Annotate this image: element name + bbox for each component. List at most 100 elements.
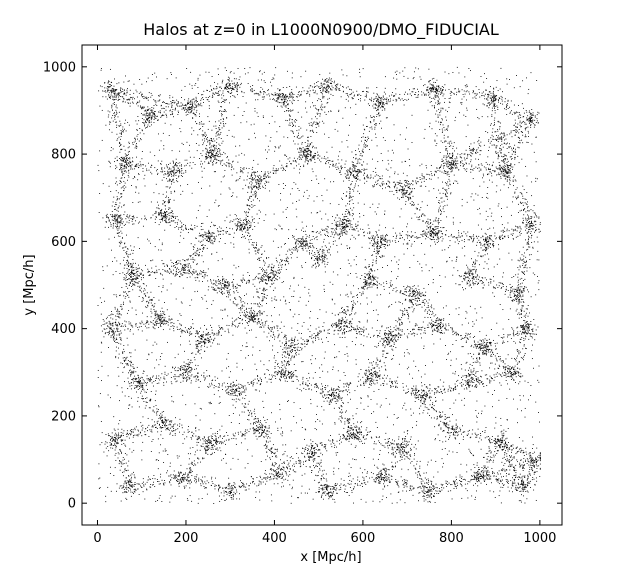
halo-point (167, 186, 169, 188)
halo-point (403, 404, 405, 406)
halo-point (350, 293, 352, 295)
halo-point (349, 247, 350, 249)
halo-point (411, 243, 413, 245)
halo-point (252, 199, 254, 201)
halo-point (325, 88, 326, 90)
halo-point (281, 102, 283, 104)
halo-point (254, 186, 255, 188)
halo-point (434, 439, 436, 441)
halo-point (198, 255, 200, 257)
halo-point (277, 448, 278, 450)
halo-point (125, 119, 126, 121)
halo-point (235, 155, 237, 157)
halo-point (141, 129, 143, 131)
halo-point (227, 79, 229, 81)
halo-point (497, 152, 499, 154)
halo-point (469, 281, 471, 283)
halo-point (366, 163, 368, 165)
halo-point (494, 106, 495, 108)
halo-point (251, 182, 253, 184)
halo-point (219, 160, 221, 162)
halo-point (291, 188, 293, 190)
halo-point (374, 124, 376, 126)
halo-point (155, 100, 157, 102)
halo-point (110, 147, 112, 148)
halo-point (472, 148, 474, 150)
halo-point (479, 213, 481, 215)
halo-point (503, 160, 505, 162)
halo-point (336, 86, 338, 88)
halo-point (258, 209, 260, 211)
halo-point (121, 130, 123, 132)
halo-point (127, 158, 129, 160)
halo-point (502, 156, 504, 157)
halo-point (517, 276, 519, 278)
halo-point (283, 168, 285, 170)
halo-point (256, 438, 258, 440)
halo-point (530, 394, 531, 396)
halo-point (381, 325, 383, 327)
halo-point (485, 453, 487, 455)
halo-point (358, 93, 360, 95)
halo-point (477, 151, 479, 153)
halo-point (314, 85, 316, 87)
halo-point (232, 192, 234, 194)
halo-point (307, 139, 309, 141)
halo-point (458, 230, 459, 232)
halo-point (360, 422, 362, 424)
halo-point (136, 96, 138, 98)
halo-point (132, 168, 134, 170)
halo-point (119, 202, 121, 204)
halo-point (269, 190, 271, 192)
halo-point (341, 69, 343, 71)
halo-point (259, 200, 260, 202)
halo-point (201, 176, 203, 178)
halo-point (164, 448, 166, 450)
halo-point (502, 91, 503, 93)
halo-point (419, 76, 421, 78)
halo-point (514, 156, 516, 158)
halo-point (126, 162, 128, 164)
halo-point (180, 171, 182, 173)
halo-point (497, 109, 499, 110)
halo-point (408, 353, 410, 355)
halo-point (107, 110, 109, 112)
halo-point (384, 247, 386, 249)
halo-point (503, 159, 505, 160)
halo-point (428, 284, 429, 285)
halo-point (184, 107, 186, 109)
halo-point (144, 110, 146, 112)
halo-point (201, 187, 202, 189)
halo-point (104, 443, 106, 445)
halo-point (153, 481, 155, 483)
halo-point (298, 300, 300, 302)
halo-point (264, 321, 266, 323)
halo-point (486, 105, 488, 107)
halo-point (391, 304, 393, 305)
halo-point (497, 154, 499, 156)
halo-point (317, 123, 319, 125)
halo-point (291, 77, 293, 79)
halo-point (221, 106, 223, 108)
halo-point (284, 99, 286, 101)
halo-point (383, 104, 385, 106)
halo-point (184, 99, 186, 101)
halo-point (248, 307, 250, 309)
halo-point (315, 421, 317, 423)
halo-point (303, 151, 305, 153)
halo-point (428, 178, 430, 180)
halo-point (167, 106, 169, 108)
halo-point (172, 366, 174, 368)
halo-point (126, 99, 128, 101)
halo-point (393, 77, 395, 79)
halo-point (264, 293, 266, 295)
halo-point (273, 165, 275, 167)
halo-point (399, 499, 401, 501)
halo-point (422, 92, 424, 94)
halo-point (131, 385, 133, 386)
halo-point (405, 181, 407, 183)
halo-point (343, 216, 345, 218)
halo-point (506, 172, 508, 173)
halo-point (408, 181, 410, 182)
halo-point (341, 159, 343, 161)
